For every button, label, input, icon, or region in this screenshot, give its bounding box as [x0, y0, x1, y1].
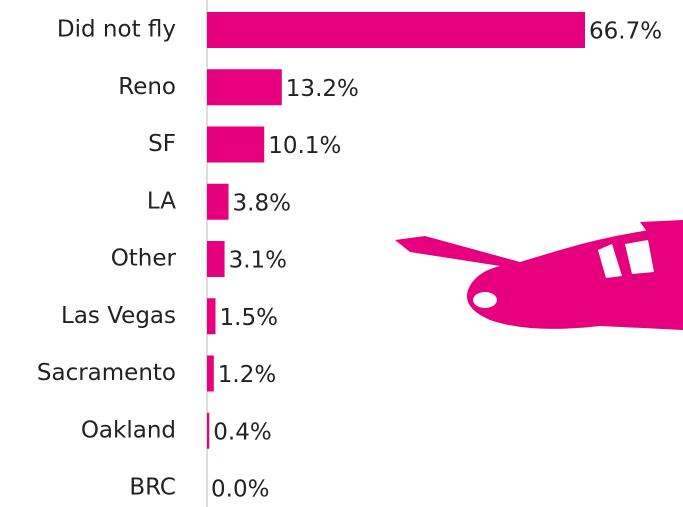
category-label: Sacramento: [37, 360, 176, 386]
category-label: SF: [148, 131, 176, 157]
value-label: 1.5%: [220, 305, 278, 331]
value-label: 0.4%: [213, 419, 271, 445]
category-label: Reno: [118, 74, 176, 100]
category-label: LA: [147, 188, 176, 214]
value-label: 1.2%: [218, 362, 276, 388]
category-label: Oakland: [81, 417, 176, 443]
category-label: Other: [111, 246, 177, 272]
value-label: 3.8%: [233, 190, 291, 216]
bar: [207, 12, 585, 48]
plane-icon: [395, 220, 683, 330]
bar: [207, 298, 216, 334]
bar: [207, 69, 282, 105]
category-label: Did not fly: [57, 17, 176, 43]
value-label: 66.7%: [589, 19, 662, 45]
bar: [207, 413, 209, 449]
value-label: 13.2%: [286, 76, 359, 102]
value-label: 10.1%: [268, 133, 341, 159]
bar: [207, 356, 214, 392]
bar: [207, 184, 229, 220]
chart: Did not fly 66.7% Reno 13.2% SF 10.1% LA 3.8% Ot…: [0, 0, 683, 507]
bar: [207, 241, 225, 277]
value-label: 0.0%: [211, 477, 269, 503]
value-label: 3.1%: [229, 248, 287, 274]
category-label: BRC: [129, 475, 176, 501]
category-label: Las Vegas: [61, 303, 176, 329]
bar: [207, 127, 264, 163]
